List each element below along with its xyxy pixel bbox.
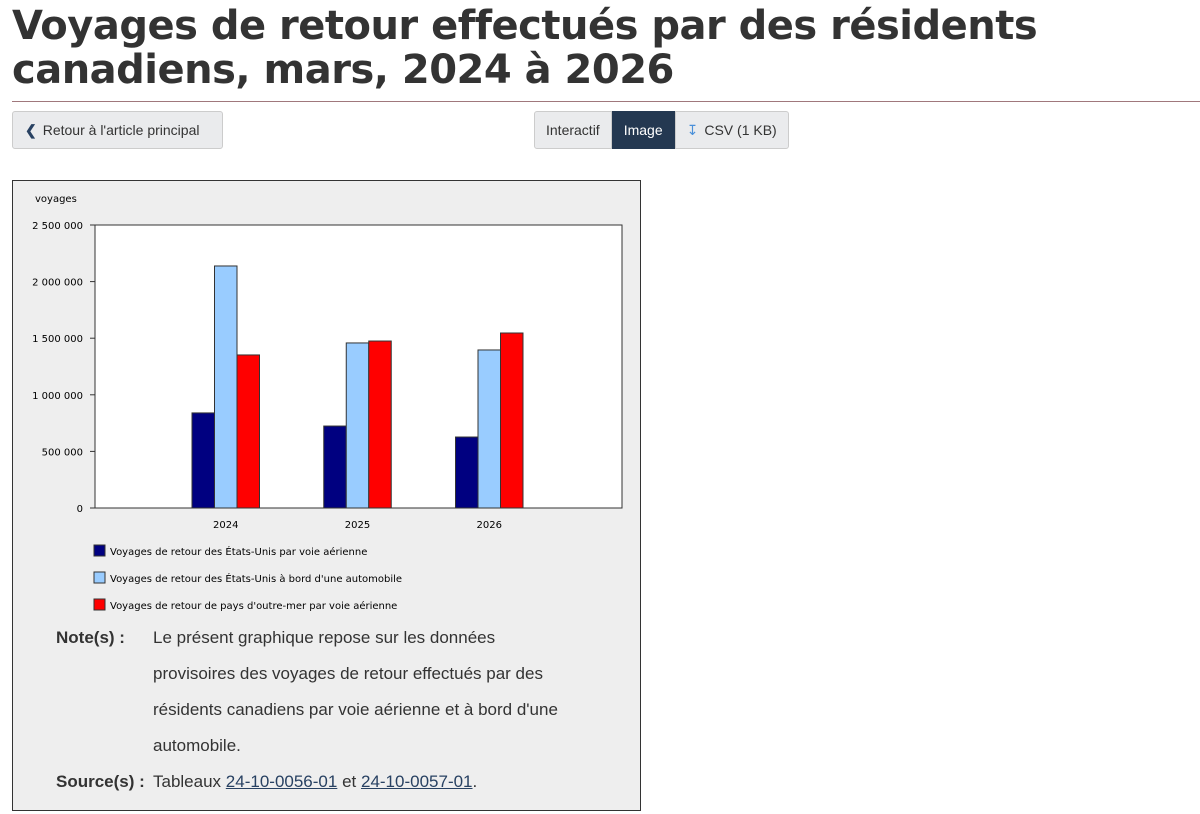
note-line: résidents canadiens par voie aérienne et… — [153, 700, 558, 719]
y-tick-label: 2 500 000 — [32, 221, 83, 232]
table-link-2[interactable]: 24-10-0057-01 — [360, 772, 473, 791]
legend-swatch — [93, 571, 106, 584]
chart-frame: voyages 0 500 000 1 000 000 1 500 000 2 000 0… — [12, 180, 641, 811]
source-end: . — [472, 772, 478, 791]
y-axis-label: voyages — [35, 194, 77, 205]
table-link-1[interactable]: 24-10-0056-01 — [225, 772, 338, 791]
title-divider — [12, 101, 1200, 102]
note-line: provisoires des voyages de retour effect… — [153, 664, 543, 683]
download-icon: ↧ — [686, 121, 699, 138]
back-label: Retour à l'article principal — [42, 122, 200, 138]
x-tick-label: 2026 — [477, 520, 502, 531]
y-tick-label: 2 000 000 — [32, 278, 83, 289]
x-tick-label: 2025 — [345, 520, 370, 531]
bar-2025-series-3 — [368, 340, 392, 509]
bar-2024-series-2 — [214, 265, 238, 509]
legend-label: Voyages de retour des États-Unis à bord … — [110, 572, 402, 585]
tab-image[interactable]: Image — [611, 111, 675, 149]
legend-swatch — [93, 598, 106, 611]
back-to-article-button[interactable]: ❮ Retour à l'article principal — [12, 111, 223, 149]
legend-label: Voyages de retour de pays d'outre-mer pa… — [110, 600, 397, 612]
y-tick-label: 500 000 — [42, 447, 83, 458]
view-toggle-group: Interactif Image ↧ CSV (1 KB) — [534, 111, 789, 149]
bar-2024-series-3 — [236, 354, 260, 509]
y-tick-label: 0 — [77, 504, 83, 515]
y-tick-label: 1 000 000 — [32, 391, 83, 402]
bar-2026-series-2 — [477, 349, 501, 509]
chevron-left-icon: ❮ — [25, 121, 37, 138]
legend-label: Voyages de retour des États-Unis par voi… — [110, 545, 367, 558]
bar-2025-series-2 — [345, 342, 370, 509]
source-label: Source(s) : — [56, 772, 145, 791]
note-block: Note(s) : Le présent graphique repose sur… — [56, 620, 558, 800]
bar-2026-series-3 — [500, 332, 524, 509]
bar-2024-series-1 — [191, 412, 215, 509]
note-line: Le présent graphique repose sur les donn… — [153, 628, 496, 647]
bar-2025-series-1 — [323, 425, 347, 509]
note-line: automobile. — [153, 736, 241, 755]
source-conj: et — [342, 772, 357, 791]
csv-label: CSV (1 KB) — [704, 122, 777, 138]
legend-swatch — [93, 544, 106, 557]
note-label: Note(s) : — [56, 628, 125, 647]
source-prefix: Tableaux — [153, 772, 222, 791]
csv-download-button[interactable]: ↧ CSV (1 KB) — [674, 111, 789, 149]
y-tick-label: 1 500 000 — [32, 334, 83, 345]
tab-interactive[interactable]: Interactif — [534, 111, 612, 149]
bar-2026-series-1 — [455, 436, 479, 509]
x-tick-label: 2024 — [213, 520, 238, 531]
bar-chart: voyages 0 500 000 1 000 000 1 500 000 2 000 0… — [32, 194, 623, 612]
page-title: Voyages de retour effectués par des rési… — [12, 3, 1038, 93]
